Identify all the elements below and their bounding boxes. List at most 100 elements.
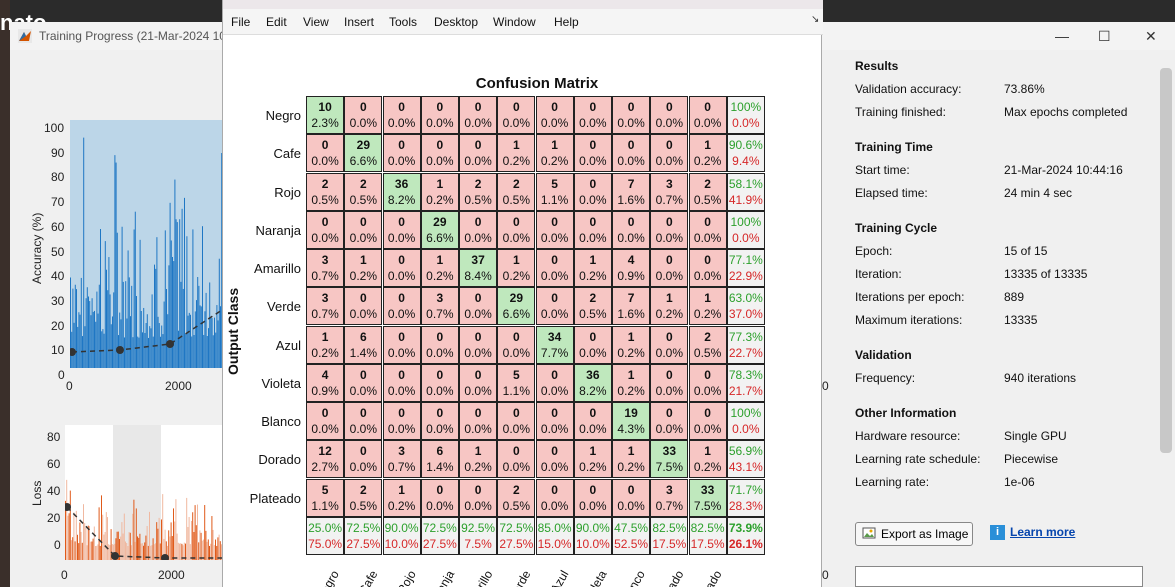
- info-row-value: Single GPU: [1004, 429, 1067, 443]
- row-error: 9.4%: [732, 154, 760, 169]
- menu-edit[interactable]: Edit: [266, 15, 287, 29]
- menu-tools[interactable]: Tools: [389, 15, 418, 29]
- matrix-cell: 1 0.2%: [497, 249, 536, 288]
- cell-percent: 0.0%: [540, 307, 569, 322]
- cell-percent: 7.5%: [693, 498, 722, 513]
- col-summary-cell: 47.5% 52.5%: [612, 516, 651, 555]
- cell-percent: 0.2%: [579, 269, 607, 284]
- accuracy-curve: [70, 137, 222, 368]
- matrix-cell: 1 0.2%: [420, 172, 459, 211]
- col-recall: 82.5%: [690, 520, 725, 535]
- matrix-cell: 10 2.3%: [306, 96, 345, 135]
- menu-desktop[interactable]: Desktop: [434, 15, 479, 29]
- cell-percent: 0.2%: [426, 192, 454, 207]
- cell-count: 6: [360, 329, 367, 344]
- row-precision: 58.1%: [728, 176, 763, 191]
- col-summary-cell: 85.0% 15.0%: [535, 516, 574, 555]
- cell-percent: 0.5%: [579, 307, 607, 322]
- column-label: Blanco: [618, 568, 648, 587]
- cell-percent: 0.0%: [464, 307, 492, 322]
- matrix-cell: 2 0.5%: [573, 287, 612, 326]
- menu-insert[interactable]: Insert: [344, 15, 375, 29]
- row-error: 43.1%: [728, 460, 763, 475]
- learn-more-link[interactable]: Learn more: [1010, 525, 1076, 539]
- matrix-cell: 2 0.5%: [306, 172, 345, 211]
- cell-count: 0: [666, 367, 673, 382]
- loss-y-tick: 40: [47, 484, 61, 498]
- cell-percent: 0.0%: [693, 230, 722, 245]
- cell-percent: 0.0%: [311, 154, 339, 169]
- menu-help[interactable]: Help: [554, 15, 579, 29]
- cell-count: 1: [666, 291, 673, 306]
- info-row-label: Training finished:: [855, 105, 946, 119]
- cell-percent: 0.0%: [349, 116, 378, 131]
- cell-percent: 0.0%: [387, 307, 416, 322]
- cell-percent: 0.0%: [502, 345, 531, 360]
- matrix-cell: 0 0.0%: [497, 210, 536, 249]
- cell-percent: 0.0%: [464, 498, 492, 513]
- cell-percent: 0.7%: [387, 460, 416, 475]
- row-error: 0.0%: [732, 116, 760, 131]
- col-summary-cell: 72.5% 27.5%: [344, 516, 383, 555]
- menu-view[interactable]: View: [303, 15, 329, 29]
- minimize-icon[interactable]: —: [1055, 28, 1069, 44]
- cell-count: 0: [321, 214, 329, 229]
- info-row-label: Elapsed time:: [855, 186, 928, 200]
- cell-percent: 0.5%: [693, 345, 722, 360]
- close-icon[interactable]: ✕: [1145, 28, 1157, 44]
- matrix-cell: 7 1.6%: [612, 287, 651, 326]
- cell-percent: 0.0%: [349, 230, 378, 245]
- matrix-cell: 0 0.0%: [612, 134, 651, 173]
- matrix-cell: 0 0.0%: [382, 96, 421, 135]
- matrix-cell: 0 0.0%: [459, 210, 498, 249]
- cell-count: 2: [360, 482, 367, 497]
- matrix-cell: 29 6.6%: [497, 287, 536, 326]
- loss-y-tick: 0: [54, 538, 61, 552]
- info-row-value: 73.86%: [1004, 82, 1045, 96]
- cell-percent: 0.0%: [311, 230, 339, 245]
- maximize-icon[interactable]: ☐: [1098, 28, 1111, 44]
- cell-count: 5: [551, 176, 558, 191]
- cell-percent: 0.7%: [655, 498, 684, 513]
- cell-percent: 0.0%: [617, 230, 645, 245]
- matrix-cell: 3 0.7%: [306, 249, 345, 288]
- matrix-cell: 0 0.0%: [650, 134, 689, 173]
- info-row-value: Piecewise: [1004, 452, 1059, 466]
- cell-count: 0: [666, 138, 673, 153]
- vertical-scrollbar[interactable]: [1160, 68, 1172, 453]
- cell-count: 0: [474, 138, 482, 153]
- cell-percent: 0.0%: [540, 498, 569, 513]
- cell-percent: 0.9%: [311, 383, 339, 398]
- matrix-cell: 1 0.2%: [688, 134, 727, 173]
- col-summary-cell: 82.5% 17.5%: [650, 516, 689, 555]
- matrix-cell: 1 0.2%: [650, 287, 689, 326]
- info-row-value: Max epochs completed: [1004, 105, 1128, 119]
- loss-y-tick: 20: [47, 511, 61, 525]
- cell-count: 0: [589, 329, 597, 344]
- cell-count: 0: [398, 329, 405, 344]
- cell-percent: 0.0%: [655, 230, 684, 245]
- cell-count: 0: [360, 444, 367, 459]
- cell-percent: 0.0%: [540, 269, 569, 284]
- cell-count: 0: [666, 214, 673, 229]
- cell-percent: 0.7%: [426, 307, 454, 322]
- cell-count: 0: [627, 100, 635, 114]
- figure-titlebar[interactable]: [223, 0, 823, 9]
- matrix-cell: 0 0.0%: [306, 402, 345, 441]
- export-as-image-button[interactable]: Export as Image: [855, 522, 973, 546]
- dock-arrow-icon[interactable]: ↘: [811, 14, 820, 25]
- cell-count: 0: [513, 406, 520, 420]
- row-summary-cell: 100% 0.0%: [726, 402, 765, 441]
- menu-window[interactable]: Window: [493, 15, 536, 29]
- row-summary-cell: 77.1% 22.9%: [726, 249, 765, 288]
- row-summary-cell: 56.9% 43.1%: [726, 440, 765, 479]
- info-row-label: Validation accuracy:: [855, 82, 962, 96]
- row-error: 22.7%: [728, 345, 763, 360]
- cell-percent: 0.0%: [502, 116, 531, 131]
- cell-count: 0: [551, 291, 558, 306]
- confusion-matrix-figure-window: File Edit View Insert Tools Desktop Wind…: [222, 0, 823, 587]
- menu-file[interactable]: File: [231, 15, 251, 29]
- cell-count: 0: [360, 406, 367, 420]
- acc-y-tick: 70: [51, 195, 65, 210]
- cell-count: 34: [547, 329, 562, 344]
